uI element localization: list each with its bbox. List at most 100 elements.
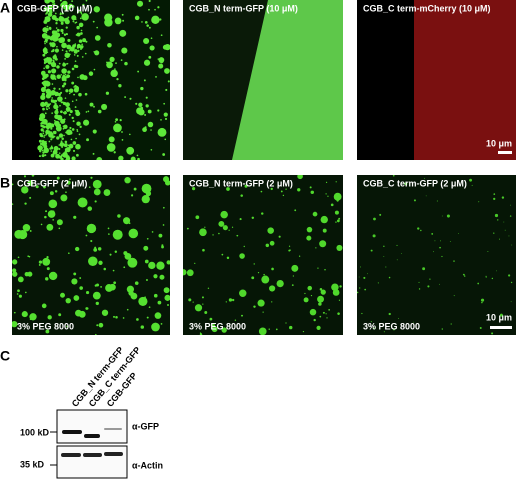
droplet bbox=[50, 147, 53, 150]
droplet bbox=[499, 238, 501, 240]
droplet bbox=[56, 74, 61, 79]
droplet bbox=[45, 41, 48, 43]
panel-label: A bbox=[0, 0, 10, 16]
droplet bbox=[427, 285, 430, 288]
droplet bbox=[211, 326, 218, 333]
droplet bbox=[17, 289, 20, 293]
droplet bbox=[78, 133, 81, 136]
droplet bbox=[44, 81, 51, 87]
droplet bbox=[25, 291, 27, 294]
droplet bbox=[358, 276, 360, 278]
droplet bbox=[228, 229, 230, 231]
droplet bbox=[45, 210, 48, 213]
droplet bbox=[269, 240, 275, 246]
droplet bbox=[47, 70, 52, 74]
droplet bbox=[74, 43, 77, 45]
droplet bbox=[330, 203, 334, 207]
droplet bbox=[186, 269, 194, 277]
droplet bbox=[70, 144, 73, 148]
droplet bbox=[153, 18, 156, 21]
droplet bbox=[128, 290, 134, 296]
droplet bbox=[439, 240, 441, 242]
droplet bbox=[207, 287, 210, 289]
droplet bbox=[65, 50, 68, 53]
droplet bbox=[75, 86, 80, 91]
droplet bbox=[199, 333, 203, 335]
droplet bbox=[150, 149, 153, 151]
droplet bbox=[66, 62, 69, 65]
droplet bbox=[56, 105, 59, 109]
droplet bbox=[401, 253, 402, 254]
droplet bbox=[27, 180, 34, 186]
droplet bbox=[58, 37, 65, 44]
droplet bbox=[55, 17, 59, 22]
droplet bbox=[60, 28, 64, 33]
droplet bbox=[477, 282, 480, 285]
band bbox=[62, 430, 82, 434]
droplet bbox=[50, 91, 53, 94]
droplet bbox=[114, 17, 122, 25]
droplet bbox=[52, 93, 54, 96]
droplet bbox=[90, 176, 93, 179]
droplet bbox=[71, 156, 76, 160]
droplet bbox=[165, 88, 168, 91]
droplet bbox=[17, 276, 24, 283]
droplet bbox=[82, 3, 85, 7]
droplet bbox=[63, 33, 67, 36]
droplet bbox=[510, 204, 511, 206]
droplet bbox=[162, 58, 164, 61]
droplet bbox=[18, 294, 22, 298]
droplet bbox=[162, 224, 165, 226]
droplet bbox=[63, 134, 65, 137]
droplet bbox=[335, 221, 337, 223]
droplet bbox=[499, 313, 503, 317]
droplet bbox=[425, 195, 427, 197]
droplet bbox=[50, 150, 53, 152]
droplet bbox=[67, 38, 71, 42]
droplet bbox=[121, 13, 124, 16]
droplet bbox=[424, 177, 425, 179]
droplet bbox=[115, 118, 119, 122]
droplet bbox=[253, 263, 255, 265]
droplet bbox=[130, 156, 136, 160]
droplet bbox=[51, 132, 53, 135]
droplet bbox=[21, 186, 29, 194]
droplet bbox=[74, 60, 77, 62]
droplet bbox=[271, 301, 273, 303]
droplet bbox=[41, 149, 44, 152]
droplet bbox=[18, 229, 28, 240]
droplet bbox=[58, 313, 62, 317]
droplet bbox=[136, 318, 139, 321]
droplet bbox=[313, 318, 316, 322]
droplet bbox=[278, 235, 281, 238]
droplet bbox=[501, 196, 505, 199]
droplet bbox=[27, 271, 33, 277]
droplet bbox=[491, 332, 494, 335]
droplet bbox=[493, 232, 495, 234]
droplet bbox=[86, 223, 97, 234]
droplet bbox=[49, 27, 52, 31]
droplet bbox=[211, 324, 216, 328]
droplet bbox=[76, 130, 79, 133]
droplet bbox=[60, 91, 63, 94]
droplet bbox=[166, 290, 169, 293]
droplet bbox=[318, 302, 322, 306]
droplet bbox=[76, 32, 81, 37]
droplet bbox=[310, 190, 315, 195]
droplet bbox=[61, 78, 65, 82]
droplet bbox=[84, 92, 88, 96]
droplet bbox=[324, 269, 326, 271]
droplet bbox=[363, 276, 366, 279]
droplet bbox=[57, 96, 63, 102]
droplet bbox=[86, 307, 89, 310]
droplet bbox=[23, 175, 27, 178]
droplet bbox=[271, 267, 274, 271]
droplet bbox=[106, 61, 113, 69]
droplet bbox=[236, 234, 239, 237]
droplet bbox=[504, 229, 506, 231]
droplet bbox=[163, 112, 168, 117]
droplet bbox=[71, 278, 78, 285]
droplet bbox=[75, 111, 81, 117]
droplet bbox=[143, 59, 151, 66]
droplet bbox=[325, 181, 328, 184]
